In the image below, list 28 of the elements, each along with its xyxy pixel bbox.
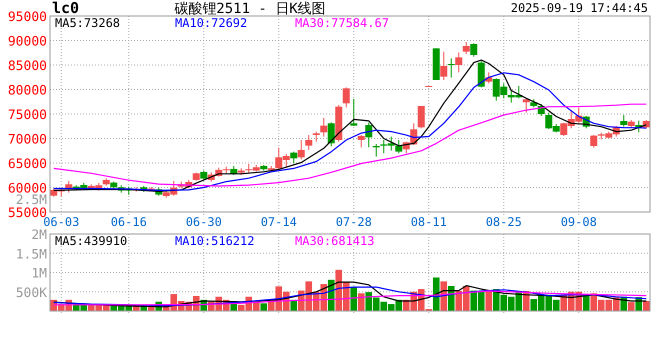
y-tick-label: 65000 xyxy=(8,157,47,172)
y-tick-label: 75000 xyxy=(8,108,47,123)
y-tick-label: 70000 xyxy=(8,132,47,148)
y-tick-label: 90000 xyxy=(8,34,47,50)
y-tick-label: 1.5M xyxy=(16,247,48,262)
text: 2.5M xyxy=(16,193,48,208)
text: MA10:72692 xyxy=(175,16,248,30)
x-tick-label: 08-25 xyxy=(486,215,522,229)
y-tick-label: 85000 xyxy=(8,59,47,74)
y-tick-label: 1M xyxy=(31,266,48,282)
text: MA5:439910 xyxy=(55,234,128,248)
text: MA5:73268 xyxy=(55,16,120,30)
text: MA30:681413 xyxy=(295,234,374,248)
y-tick-label: 80000 xyxy=(8,84,47,98)
y-tick-label: 95000 xyxy=(8,10,47,25)
annotation: lc0 xyxy=(52,0,80,17)
x-tick-label: 07-14 xyxy=(260,215,297,229)
x-tick-label: 09-08 xyxy=(560,215,597,229)
x-tick-label: 07-28 xyxy=(336,215,372,229)
text: MA10:516212 xyxy=(175,234,254,248)
y-tick-label: 500K xyxy=(16,286,48,301)
chart-title: 碳酸锂2511 - 日K线图 xyxy=(173,1,326,17)
text: MA30:77584.67 xyxy=(295,16,389,30)
x-tick-label: 06-16 xyxy=(110,215,147,229)
x-tick-label: 08-11 xyxy=(410,215,447,229)
y-tick-label: 2M xyxy=(31,228,48,243)
x-tick-label: 06-30 xyxy=(186,215,222,229)
text: 2025-09-19 17:44:45 xyxy=(510,1,648,15)
